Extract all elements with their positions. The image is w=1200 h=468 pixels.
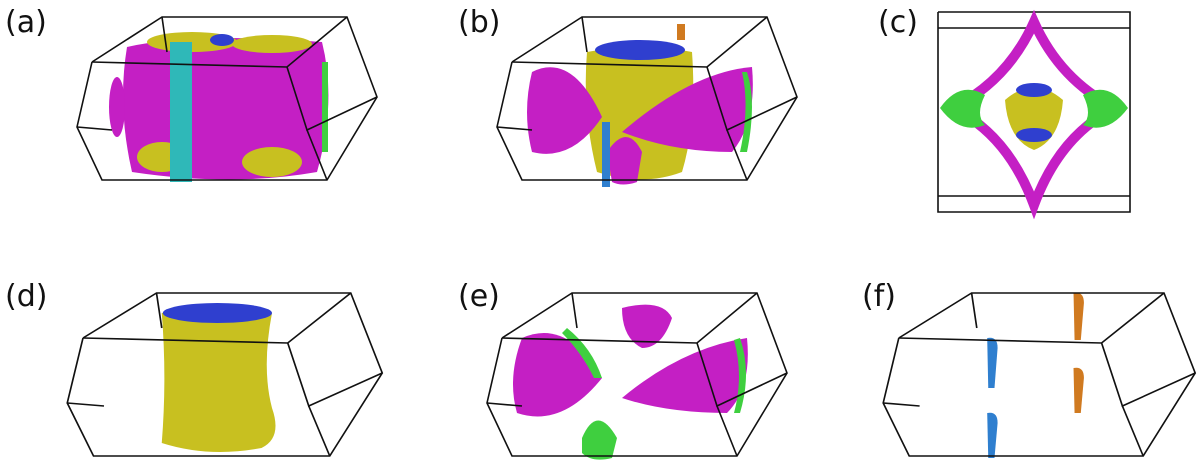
panel-label: (a) — [5, 5, 47, 40]
panel-c: (c) — [878, 5, 1131, 220]
panel-a: (a) — [5, 5, 378, 182]
panel-label: (d) — [5, 279, 47, 314]
panel-e: (e) — [458, 279, 788, 460]
panel-f: (f) — [862, 279, 1197, 458]
panel-d: (d) — [5, 279, 384, 457]
panel-b: (b) — [458, 5, 798, 187]
panel-label: (c) — [878, 5, 918, 40]
panel-label: (f) — [862, 279, 896, 314]
panel-label: (e) — [458, 279, 500, 314]
panel-label: (b) — [458, 5, 500, 40]
